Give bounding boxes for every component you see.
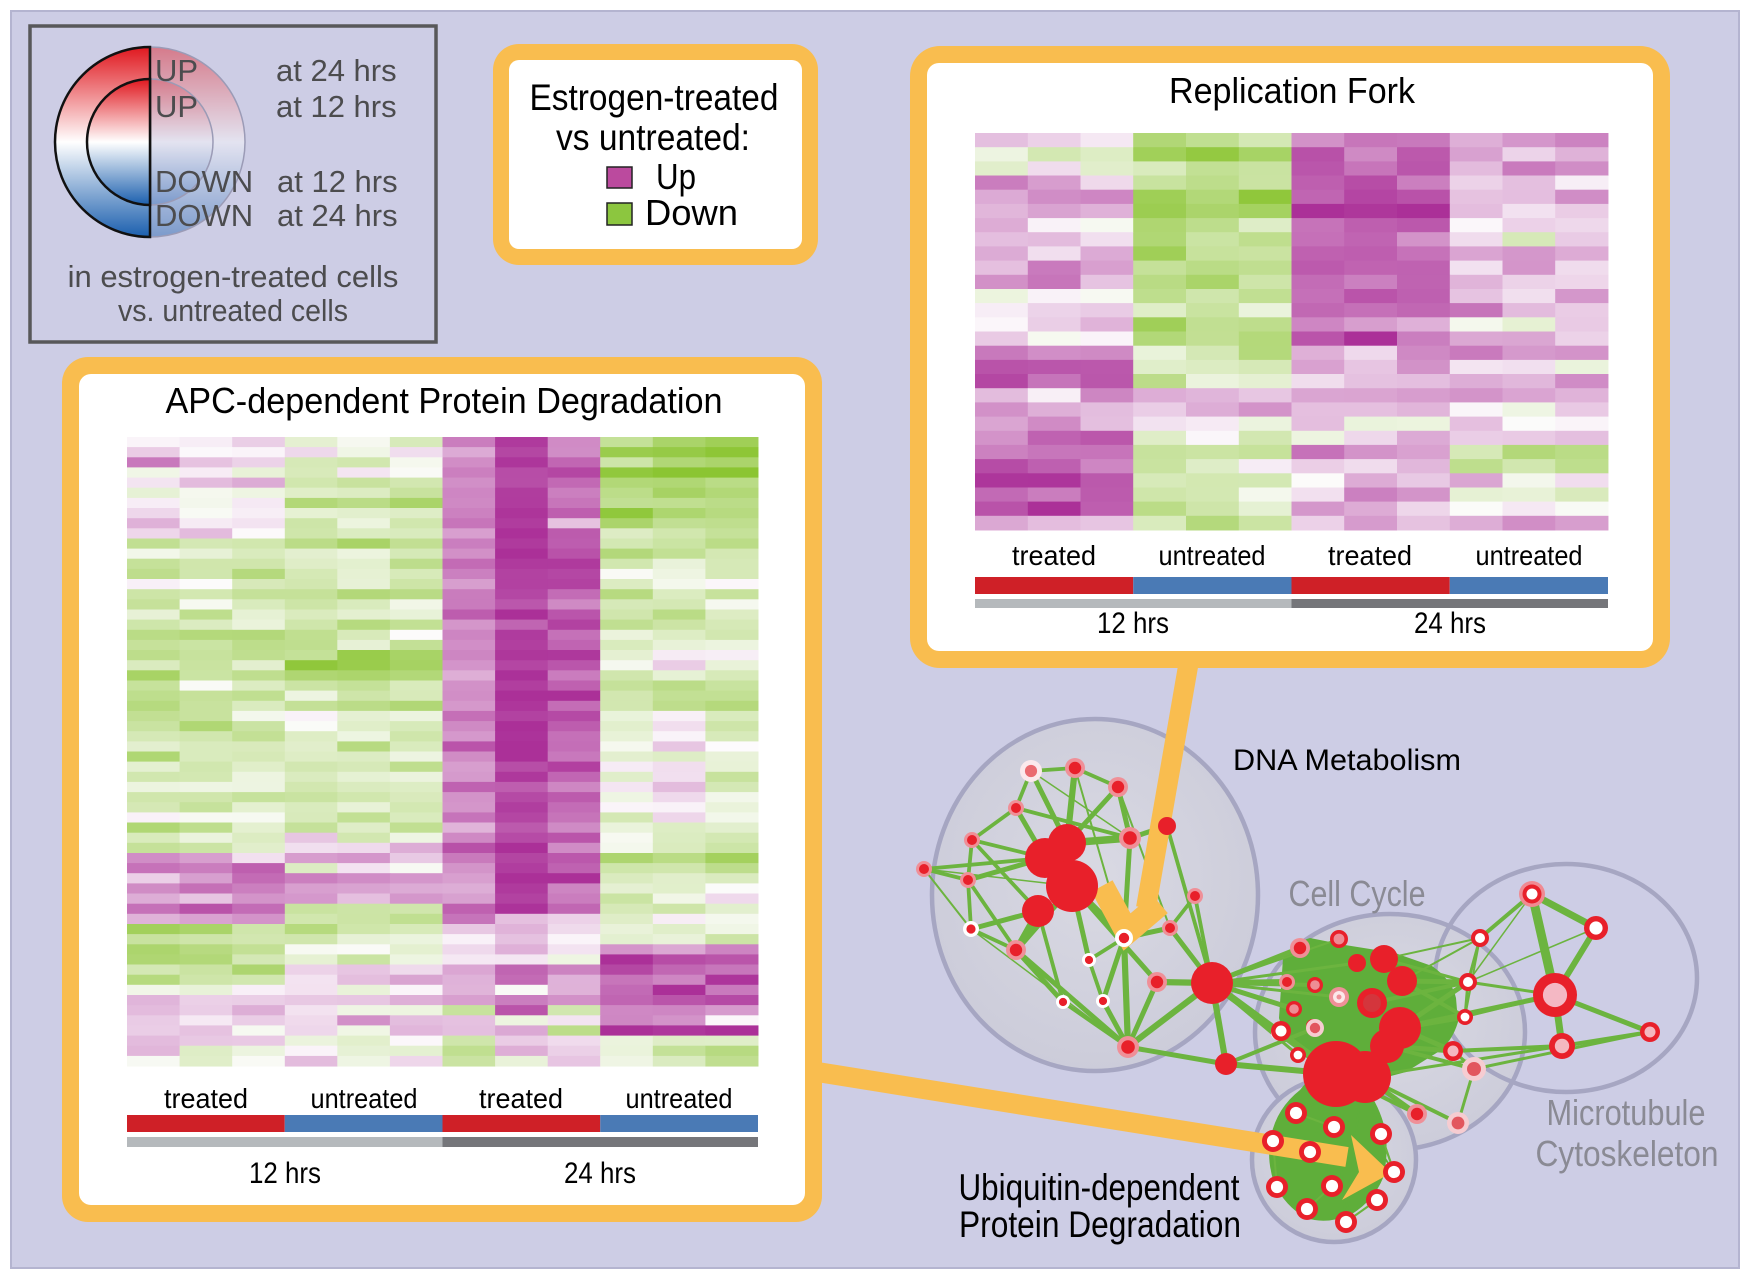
svg-text:24 hrs: 24 hrs — [564, 1157, 636, 1190]
svg-text:APC-dependent Protein Degradat: APC-dependent Protein Degradation — [166, 380, 723, 421]
svg-text:12 hrs: 12 hrs — [1097, 607, 1169, 640]
svg-text:24 hrs: 24 hrs — [1414, 607, 1486, 640]
svg-text:Estrogen-treated: Estrogen-treated — [530, 77, 779, 118]
svg-text:vs untreated:: vs untreated: — [556, 117, 750, 158]
svg-text:in estrogen-treated cells: in estrogen-treated cells — [68, 259, 399, 294]
svg-text:Replication Fork: Replication Fork — [1169, 70, 1416, 111]
svg-text:Up: Up — [656, 156, 696, 197]
svg-text:at 24 hrs: at 24 hrs — [277, 198, 398, 233]
svg-text:Cytoskeleton: Cytoskeleton — [1536, 1133, 1719, 1174]
svg-text:untreated: untreated — [1159, 540, 1266, 571]
svg-text:Down: Down — [645, 192, 738, 233]
svg-text:DOWN: DOWN — [155, 164, 253, 199]
svg-text:at 12 hrs: at 12 hrs — [276, 89, 397, 124]
svg-text:Microtubule: Microtubule — [1547, 1092, 1706, 1133]
svg-text:treated: treated — [164, 1083, 248, 1114]
svg-text:treated: treated — [1328, 540, 1412, 571]
svg-text:untreated: untreated — [311, 1083, 418, 1114]
svg-text:Protein Degradation: Protein Degradation — [959, 1204, 1241, 1245]
svg-text:DNA Metabolism: DNA Metabolism — [1233, 744, 1461, 777]
svg-text:untreated: untreated — [626, 1083, 733, 1114]
svg-text:at 24 hrs: at 24 hrs — [276, 53, 397, 88]
svg-text:untreated: untreated — [1476, 540, 1583, 571]
svg-text:Ubiquitin-dependent: Ubiquitin-dependent — [959, 1167, 1241, 1208]
svg-text:at 12 hrs: at 12 hrs — [277, 164, 398, 199]
svg-text:treated: treated — [1012, 540, 1096, 571]
svg-text:UP: UP — [155, 89, 198, 124]
svg-text:DOWN: DOWN — [155, 198, 253, 233]
svg-text:Cell Cycle: Cell Cycle — [1289, 873, 1426, 914]
svg-text:UP: UP — [155, 53, 198, 88]
svg-text:treated: treated — [479, 1083, 563, 1114]
svg-text:12 hrs: 12 hrs — [249, 1157, 321, 1190]
svg-text:vs. untreated cells: vs. untreated cells — [118, 293, 348, 328]
